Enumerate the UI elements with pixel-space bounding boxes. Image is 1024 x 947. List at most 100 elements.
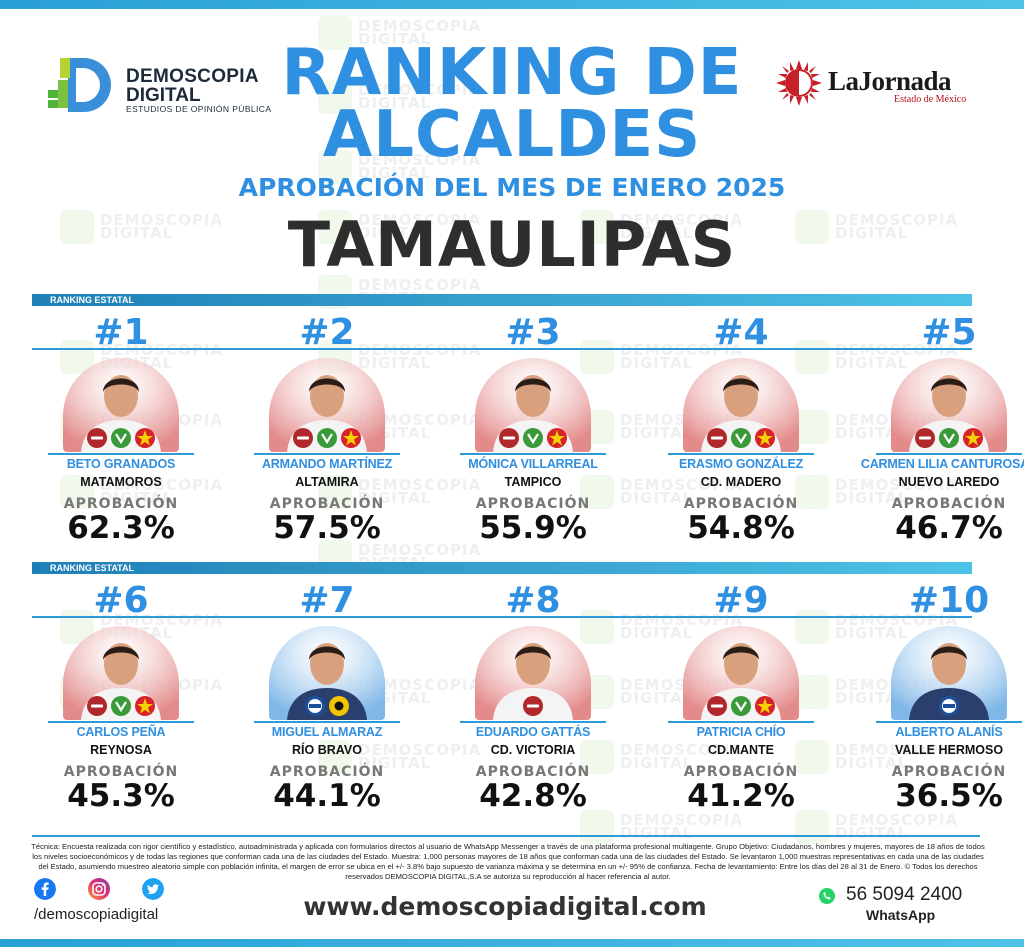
verde-logo (317, 428, 337, 448)
name-divider (48, 721, 194, 723)
mayor-photo (683, 626, 799, 720)
ranking-label: RANKING ESTATAL (50, 295, 134, 305)
mayor-name: BETO GRANADOS (66, 457, 176, 471)
mayor-name: ERASMO GONZÁLEZ (678, 457, 804, 471)
prd-logo (329, 696, 349, 716)
pt-logo (135, 428, 155, 448)
mayor-card: #4 ERASMO GONZÁLEZ CD. MADERO APROBACIÓN 54.… (652, 312, 830, 562)
title-line-1: RANKING DE (281, 36, 743, 110)
approval-label: APROBACIÓN (475, 496, 591, 512)
rank-number: #8 (505, 580, 561, 621)
name-divider (876, 721, 1022, 723)
ranking-label: RANKING ESTATAL (50, 563, 134, 573)
mayor-city: ALTAMIRA (295, 475, 359, 489)
morena-logo (87, 428, 107, 448)
mayor-card: #1 BETO GRANADOS MATAMOROS APROBACIÓN 62.3% (32, 312, 210, 562)
mayor-card: #7 MIGUEL ALMARAZ RÍO BRAVO APROBACIÓN 44.1% (238, 580, 416, 830)
pt-logo (963, 428, 983, 448)
rank-number: #5 (921, 312, 977, 353)
whatsapp-phone[interactable]: 56 5094 2400 (846, 884, 963, 905)
rank-number: #3 (505, 312, 561, 353)
instagram-icon[interactable] (88, 878, 110, 900)
pt-logo (755, 696, 775, 716)
approval-label: APROBACIÓN (891, 764, 1007, 780)
approval-label: APROBACIÓN (269, 496, 385, 512)
mayor-photo (63, 358, 179, 452)
social-handle[interactable]: /demoscopiadigital (34, 906, 159, 923)
pt-logo (547, 428, 567, 448)
mayor-name: ALBERTO ALANÍS (895, 725, 1003, 739)
ranking-bar (32, 562, 972, 574)
morena-logo (915, 428, 935, 448)
mayor-card: #5 CARMEN LILIA CANTUROSAS NUEVO LAREDO APR… (860, 312, 1024, 562)
logo-title: DEMOSCOPIA (126, 66, 259, 87)
verde-logo (731, 428, 751, 448)
approval-value: 41.2% (687, 778, 795, 814)
demoscopia-logo-icon (48, 58, 111, 112)
name-divider (668, 453, 814, 455)
mayor-city: CD. MADERO (700, 475, 782, 489)
bottom-accent-bar (0, 939, 1024, 947)
approval-label: APROBACIÓN (475, 764, 591, 780)
verde-logo (111, 696, 131, 716)
page-title: RANKING DE ALCALDES (220, 36, 804, 172)
mayor-photo (475, 626, 591, 720)
mayor-city: RÍO BRAVO (292, 743, 362, 757)
approval-label: APROBACIÓN (891, 496, 1007, 512)
technical-note: Técnica: Encuesta realizada con rigor ci… (31, 842, 985, 881)
approval-label: APROBACIÓN (63, 764, 179, 780)
website-link[interactable]: www.demoscopiadigital.com (303, 892, 707, 921)
mayor-city: TAMPICO (504, 475, 562, 489)
rank-number: #4 (713, 312, 769, 353)
name-divider (668, 721, 814, 723)
la-jornada-sub: Estado de México (894, 94, 967, 105)
mayor-name: MIGUEL ALMARAZ (271, 725, 383, 739)
rank-number: #9 (713, 580, 769, 621)
rank-number: #7 (299, 580, 355, 621)
whatsapp-label: WhatsApp (866, 907, 936, 923)
whatsapp-contact[interactable]: 56 5094 2400 WhatsApp (818, 884, 998, 928)
mayor-photo (269, 626, 385, 720)
verde-logo (111, 428, 131, 448)
mayor-photo (269, 358, 385, 452)
la-jornada-logo: LaJornada Estado de México (776, 60, 976, 110)
rank-number: #1 (93, 312, 149, 353)
approval-value: 55.9% (479, 510, 587, 546)
pan-logo (305, 696, 325, 716)
twitter-icon[interactable] (142, 878, 164, 900)
pan-logo (939, 696, 959, 716)
mayor-photo (891, 358, 1007, 452)
morena-logo (87, 696, 107, 716)
verde-logo (731, 696, 751, 716)
la-jornada-name: LaJornada (828, 66, 952, 96)
mayor-name: CARLOS PEÑA (76, 725, 166, 739)
state-name: TAMAULIPAS (287, 208, 737, 281)
mayor-city: MATAMOROS (80, 475, 162, 489)
morena-logo (707, 696, 727, 716)
mayor-card: #6 CARLOS PEÑA REYNOSA APROBACIÓN 45.3% (32, 580, 210, 830)
title-line-2: ALCALDES (322, 98, 702, 172)
pt-logo (755, 428, 775, 448)
approval-value: 36.5% (895, 778, 1003, 814)
verde-logo (523, 428, 543, 448)
page-subtitle: APROBACIÓN DEL MES DE ENERO 2025 (238, 173, 786, 202)
morena-logo (707, 428, 727, 448)
approval-value: 42.8% (479, 778, 587, 814)
mayor-city: VALLE HERMOSO (894, 743, 1004, 757)
name-divider (460, 453, 606, 455)
mayor-card: #10 ALBERTO ALANÍS VALLE HERMOSO APROBACIÓN… (860, 580, 1024, 830)
facebook-icon[interactable] (34, 878, 56, 900)
name-divider (48, 453, 194, 455)
approval-label: APROBACIÓN (63, 496, 179, 512)
mayor-name: CARMEN LILIA CANTUROSAS (860, 457, 1024, 471)
